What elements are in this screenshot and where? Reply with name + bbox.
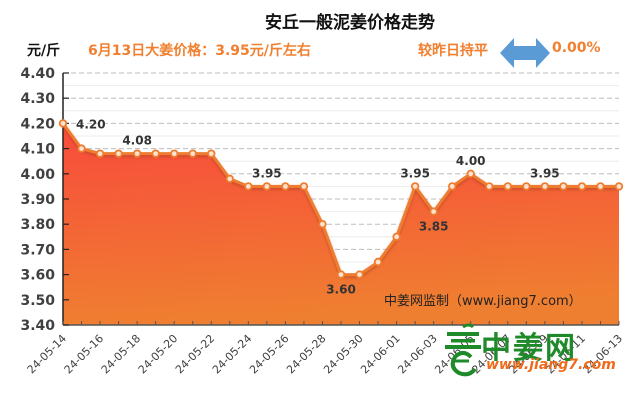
data-labels: 4.20 4.08 3.95 3.60 3.95 3.85 4.00 3.95 [76,117,560,296]
logo-name: 中姜网 [481,331,577,366]
svg-text:3.90: 3.90 [20,192,55,208]
svg-text:4.00: 4.00 [20,167,55,183]
svg-text:24-05-28: 24-05-28 [284,332,329,377]
logo-url: www.jiang7.com [486,357,616,373]
ginger-logo-icon [445,323,481,377]
svg-text:24-05-18: 24-05-18 [99,332,144,377]
svg-text:24-06-03: 24-06-03 [395,332,440,377]
svg-text:4.20: 4.20 [76,117,106,131]
svg-text:3.95: 3.95 [400,166,430,180]
svg-text:3.60: 3.60 [326,283,356,297]
svg-text:24-05-24: 24-05-24 [210,332,255,377]
svg-text:24-05-16: 24-05-16 [62,332,107,377]
svg-text:3.95: 3.95 [530,166,560,180]
svg-text:3.70: 3.70 [20,242,55,258]
svg-text:4.30: 4.30 [20,91,55,107]
svg-text:24-05-30: 24-05-30 [321,332,366,377]
site-logo: 中姜网 www.jiang7.com [443,323,623,378]
svg-text:24-05-26: 24-05-26 [247,332,292,377]
svg-text:4.00: 4.00 [456,154,486,168]
svg-text:3.40: 3.40 [20,318,55,334]
svg-text:24-05-22: 24-05-22 [173,332,218,377]
svg-text:4.20: 4.20 [20,116,55,132]
y-axis-unit: 元/斤 [27,43,61,59]
change-value: 0.00% [552,40,601,56]
svg-text:24-05-14: 24-05-14 [25,332,70,377]
svg-text:4.40: 4.40 [20,66,55,82]
svg-text:24-05-20: 24-05-20 [136,332,181,377]
svg-text:3.80: 3.80 [20,217,55,233]
svg-text:4.10: 4.10 [20,142,55,158]
area-fill [63,123,619,326]
svg-text:3.95: 3.95 [252,166,282,180]
price-line [58,119,624,279]
svg-text:4.08: 4.08 [122,134,152,148]
y-axis-ticks: 4.40 4.30 4.20 4.10 4.00 3.90 3.80 3.70 3.60 3.50… [20,66,69,334]
chart-title: 安丘一般泥姜价格走势 [265,13,435,33]
watermark-text: 中姜网监制（www.jiang7.com） [384,294,582,309]
price-note: 6月13日大姜价格：3.95元/斤左右 [88,43,311,59]
svg-text:24-06-01: 24-06-01 [358,332,403,377]
left-right-arrow-icon [500,38,550,68]
svg-text:3.50: 3.50 [20,293,55,309]
svg-text:3.60: 3.60 [20,268,55,284]
change-label: 较昨日持平 [418,43,488,59]
svg-text:3.85: 3.85 [419,220,449,234]
